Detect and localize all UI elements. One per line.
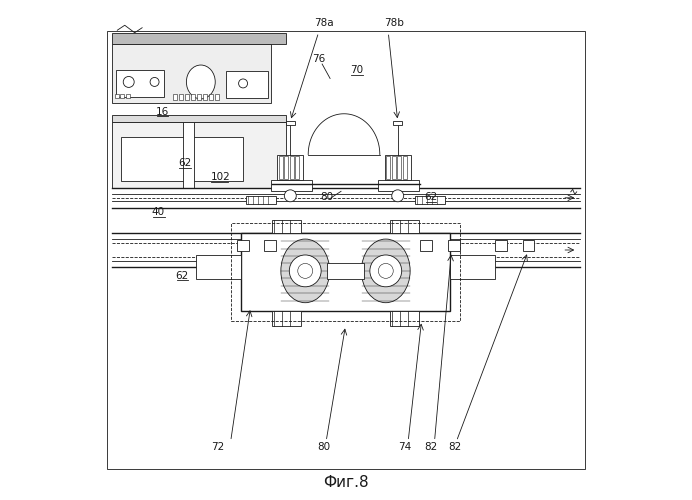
Bar: [290, 156, 294, 179]
Bar: [415, 196, 446, 204]
Bar: [264, 240, 276, 252]
Bar: [284, 156, 289, 179]
Bar: [209, 94, 213, 100]
Bar: [522, 240, 534, 252]
Bar: [295, 156, 299, 179]
Ellipse shape: [281, 239, 329, 302]
Text: Фиг.8: Фиг.8: [323, 475, 369, 490]
Bar: [495, 240, 507, 252]
Bar: [277, 154, 303, 180]
Text: 72: 72: [211, 442, 224, 452]
Bar: [450, 255, 495, 279]
Bar: [121, 136, 243, 182]
Text: 62: 62: [175, 271, 188, 281]
Text: 62: 62: [424, 192, 437, 202]
Text: 102: 102: [211, 172, 230, 182]
Bar: [390, 310, 419, 326]
Bar: [237, 240, 248, 252]
Text: 78b: 78b: [384, 18, 403, 28]
Bar: [403, 156, 407, 179]
Text: 70: 70: [350, 66, 363, 76]
Bar: [246, 196, 276, 204]
Text: 78a: 78a: [313, 18, 334, 28]
Text: 80: 80: [320, 192, 334, 202]
Ellipse shape: [186, 65, 215, 99]
Bar: [215, 94, 219, 100]
Bar: [386, 156, 390, 179]
Bar: [271, 180, 312, 192]
Text: 82: 82: [424, 442, 437, 452]
Circle shape: [379, 264, 393, 278]
Bar: [385, 154, 410, 180]
Bar: [203, 94, 208, 100]
Bar: [115, 94, 119, 98]
Ellipse shape: [361, 239, 410, 302]
Bar: [183, 122, 194, 188]
Bar: [107, 31, 585, 469]
Circle shape: [123, 76, 134, 88]
Bar: [279, 156, 283, 179]
Text: 40: 40: [152, 207, 165, 217]
Circle shape: [370, 255, 401, 287]
Bar: [116, 70, 163, 97]
Bar: [327, 263, 364, 279]
Bar: [112, 122, 286, 188]
Bar: [393, 121, 402, 124]
Bar: [120, 94, 125, 98]
Text: 82: 82: [448, 442, 461, 452]
Bar: [112, 32, 286, 44]
Text: 16: 16: [156, 107, 169, 117]
Text: 80: 80: [317, 442, 330, 452]
Circle shape: [239, 79, 248, 88]
Bar: [397, 156, 401, 179]
Bar: [126, 94, 129, 98]
Circle shape: [392, 190, 403, 202]
Bar: [230, 222, 460, 320]
Circle shape: [284, 190, 296, 202]
Bar: [179, 94, 183, 100]
Bar: [392, 156, 396, 179]
Bar: [390, 220, 419, 232]
Text: 74: 74: [398, 442, 411, 452]
Bar: [448, 240, 460, 252]
Bar: [241, 232, 450, 310]
Bar: [191, 94, 195, 100]
Text: 62: 62: [178, 158, 191, 168]
Bar: [273, 220, 301, 232]
Circle shape: [298, 264, 313, 278]
Text: 76: 76: [313, 54, 326, 64]
Bar: [286, 121, 295, 124]
Circle shape: [289, 255, 321, 287]
Bar: [197, 94, 201, 100]
Bar: [112, 116, 286, 121]
Bar: [379, 180, 419, 192]
Bar: [112, 44, 271, 104]
Bar: [173, 94, 177, 100]
Bar: [226, 71, 268, 99]
Bar: [273, 310, 301, 326]
Bar: [419, 240, 432, 252]
Circle shape: [150, 78, 159, 86]
Bar: [196, 255, 241, 279]
Bar: [185, 94, 190, 100]
